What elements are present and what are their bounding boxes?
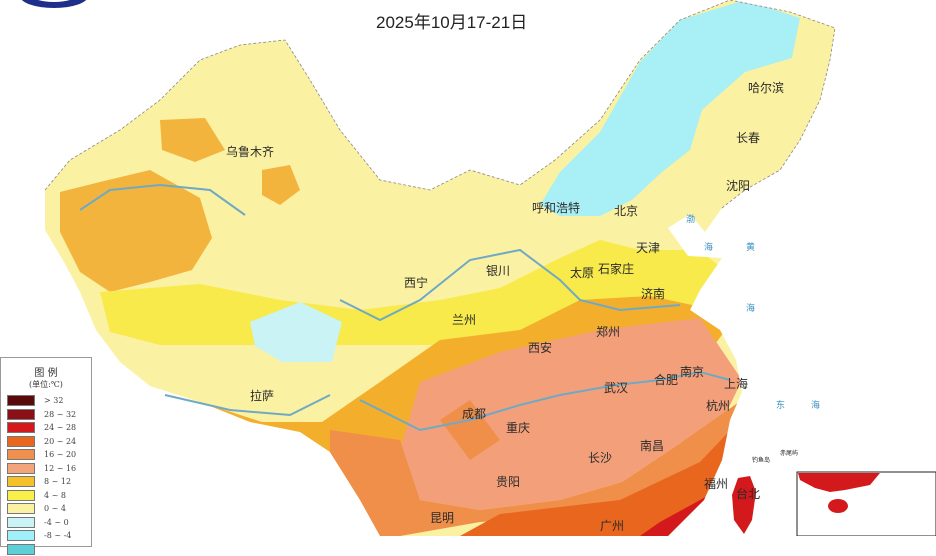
legend-item: 20 ~ 24 xyxy=(1,435,91,449)
sea-bo-hai: 海 xyxy=(704,241,713,253)
sea-dong-hai: 海 xyxy=(811,399,820,411)
city-chengdu: 成都 xyxy=(462,407,486,421)
city-taipei: 台北 xyxy=(736,486,760,501)
city-hefei: 合肥 xyxy=(654,372,678,387)
city-xining: 西宁 xyxy=(404,275,428,290)
legend-item: -4 ~ 0 xyxy=(1,516,91,530)
legend-item: > 32 xyxy=(1,394,91,408)
city-shanghai: 上海 xyxy=(724,376,748,391)
legend-swatch xyxy=(7,463,35,474)
legend-unit: (单位:℃) xyxy=(1,379,91,390)
legend-item: 24 ~ 28 xyxy=(1,421,91,435)
legend-label: -4 ~ 0 xyxy=(44,518,69,527)
city-jinan: 济南 xyxy=(641,286,665,301)
legend-label: 16 ~ 20 xyxy=(44,450,76,459)
city-chongqing: 重庆 xyxy=(506,421,530,435)
legend-swatch xyxy=(7,503,35,514)
island-chiwei: 赤尾屿 xyxy=(780,449,798,457)
legend-swatch xyxy=(7,490,35,501)
city-yinchuan: 银川 xyxy=(486,264,510,278)
legend-label: > 32 xyxy=(44,396,63,405)
city-hohhot: 呼和浩特 xyxy=(532,200,580,215)
sea-dong: 东 xyxy=(776,399,785,411)
legend-swatch xyxy=(7,436,35,447)
sea-huang: 黄 xyxy=(746,241,755,253)
island-diaoyu: 钓鱼岛 xyxy=(752,456,770,464)
south-china-sea-inset xyxy=(797,472,936,536)
city-fuzhou: 福州 xyxy=(704,476,728,491)
city-changchun: 长春 xyxy=(736,131,760,145)
city-lanzhou: 兰州 xyxy=(452,313,476,327)
temperature-map: 乌鲁木齐 哈尔滨 长春 沈阳 北京 天津 呼和浩特 石家庄 太原 银川 西宁 兰… xyxy=(0,0,936,536)
city-nanjing: 南京 xyxy=(680,364,704,379)
legend-swatch xyxy=(7,476,35,487)
legend-swatch xyxy=(7,422,35,433)
legend-swatch xyxy=(7,517,35,528)
legend-swatch xyxy=(7,544,35,555)
city-xian: 西安 xyxy=(528,340,552,355)
legend-label: 8 ~ 12 xyxy=(44,477,71,486)
city-guiyang: 贵阳 xyxy=(496,475,520,489)
city-kunming: 昆明 xyxy=(430,511,454,525)
legend-label: 20 ~ 24 xyxy=(44,437,76,446)
city-harbin: 哈尔滨 xyxy=(748,80,784,95)
legend: 图 例 (单位:℃) > 32 28 ~ 32 24 ~ 28 20 ~ 24 16 ~… xyxy=(0,357,92,547)
city-nanchang: 南昌 xyxy=(640,438,664,453)
legend-label: 24 ~ 28 xyxy=(44,423,76,432)
taiwan xyxy=(732,476,756,534)
city-beijing: 北京 xyxy=(614,204,638,218)
legend-item: 12 ~ 16 xyxy=(1,462,91,476)
legend-label: 0 ~ 4 xyxy=(44,504,66,513)
legend-swatch xyxy=(7,409,35,420)
legend-label: 12 ~ 16 xyxy=(44,464,76,473)
legend-item: 8 ~ 12 xyxy=(1,475,91,489)
city-shenyang: 沈阳 xyxy=(726,178,750,193)
city-lhasa: 拉萨 xyxy=(250,388,274,403)
legend-item xyxy=(1,543,91,556)
legend-swatch xyxy=(7,449,35,460)
legend-label: 28 ~ 32 xyxy=(44,410,76,419)
sea-huang-hai: 海 xyxy=(746,302,755,314)
city-guangzhou: 广州 xyxy=(600,519,624,533)
legend-item: 0 ~ 4 xyxy=(1,502,91,516)
city-hangzhou: 杭州 xyxy=(706,398,730,413)
city-taiyuan: 太原 xyxy=(570,265,594,280)
city-zhengzhou: 郑州 xyxy=(596,324,620,339)
city-wuhan: 武汉 xyxy=(604,381,628,395)
legend-label: 4 ~ 8 xyxy=(44,491,66,500)
city-shijiazhuang: 石家庄 xyxy=(598,261,634,276)
legend-swatch xyxy=(7,395,35,406)
city-tianjin: 天津 xyxy=(636,241,660,255)
legend-item: 28 ~ 32 xyxy=(1,408,91,422)
sea-bo: 渤 xyxy=(686,213,695,225)
legend-title: 图 例 xyxy=(1,364,91,379)
legend-item: 4 ~ 8 xyxy=(1,489,91,503)
legend-item: 16 ~ 20 xyxy=(1,448,91,462)
city-changsha: 长沙 xyxy=(588,451,612,465)
city-urumqi: 乌鲁木齐 xyxy=(226,144,274,159)
